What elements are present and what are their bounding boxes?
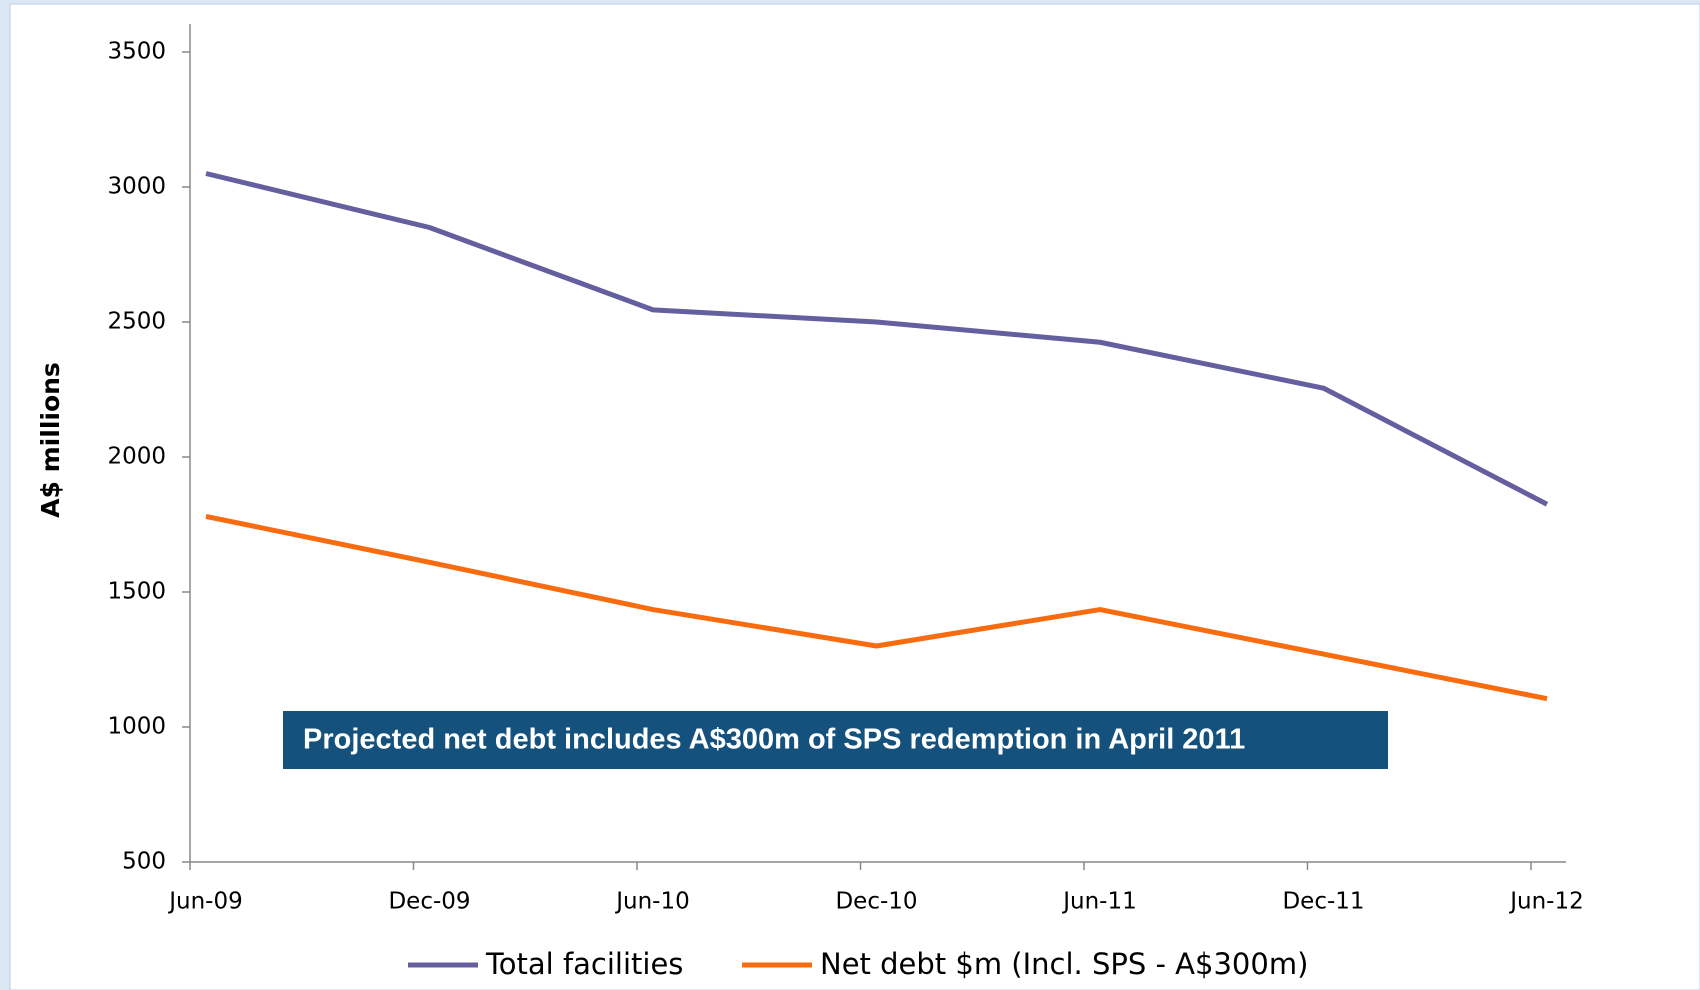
x-tick-label: Jun-11: [1061, 889, 1137, 915]
annotation: Projected net debt includes A$300m of SP…: [303, 724, 1245, 756]
x-tick-label: Dec-11: [1282, 889, 1364, 915]
x-tick-label: Jun-12: [1508, 889, 1584, 915]
y-axis-label: A$ millions: [36, 362, 65, 518]
y-tick-label: 3000: [107, 174, 166, 200]
y-tick-label: 1500: [107, 579, 166, 605]
line-series: [205, 513, 1548, 702]
y-tick-label: 1000: [107, 714, 166, 740]
legend-label: Net debt $m (Incl. SPS - A$300m): [820, 947, 1308, 981]
x-tick-label: Dec-10: [835, 889, 917, 915]
x-tick-label: Jun-10: [614, 889, 690, 915]
y-tick-label: 3500: [107, 39, 166, 65]
x-tick-label: Dec-09: [388, 889, 470, 915]
line-series: [205, 171, 1549, 507]
y-tick-label: 500: [122, 849, 166, 875]
y-tick-label: 2000: [107, 444, 166, 470]
annotation-box: [283, 711, 1388, 769]
x-tick-label: Jun-09: [167, 889, 243, 915]
legend-label: Total facilities: [485, 947, 683, 981]
panel: [9, 3, 1700, 990]
y-tick-label: 2500: [107, 309, 166, 335]
